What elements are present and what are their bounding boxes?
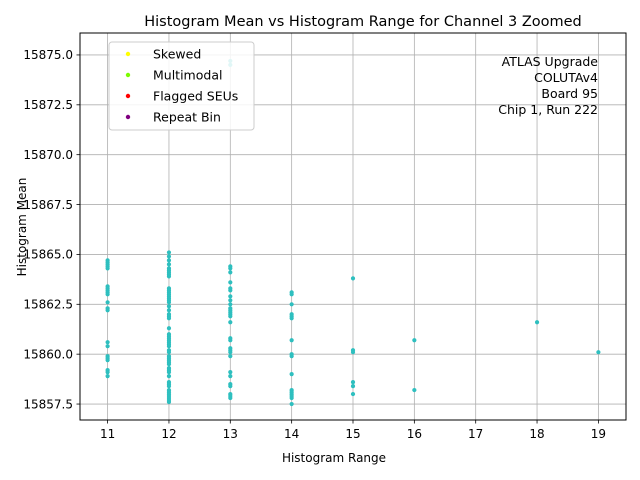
data-point [166, 300, 172, 305]
data-point [105, 358, 110, 363]
data-point [350, 379, 356, 385]
y-tick-label: 15862.5 [23, 298, 73, 312]
run-annotation: ATLAS Upgrade COLUTAv4 Board 95 Chip 1, … [498, 54, 598, 117]
data-point [228, 314, 233, 319]
data-point [289, 316, 294, 321]
data-point [412, 338, 417, 343]
x-tick-label: 17 [468, 427, 483, 441]
x-tick-label: 12 [161, 427, 176, 441]
data-point [289, 302, 294, 307]
data-point [350, 391, 356, 397]
legend-marker-flagged-seus [125, 93, 131, 99]
legend: Skewed Multimodal Flagged SEUs Repeat Bi… [108, 41, 255, 131]
annotation-line: ATLAS Upgrade [502, 54, 599, 69]
data-point [228, 350, 233, 355]
data-point [105, 292, 110, 297]
data-point [105, 344, 110, 349]
data-point [166, 274, 172, 279]
y-tick-label: 15865.0 [23, 248, 73, 262]
data-point [350, 276, 356, 281]
data-point [228, 354, 233, 359]
data-point [166, 262, 172, 267]
data-point [166, 254, 172, 259]
data-point [166, 326, 172, 331]
annotation-line: Chip 1, Run 222 [498, 102, 598, 117]
y-axis-label: Histogram Mean [15, 178, 29, 277]
x-tick-label: 14 [284, 427, 299, 441]
x-tick-label: 18 [529, 427, 544, 441]
data-point [350, 383, 356, 389]
data-point [228, 280, 233, 285]
data-point [228, 302, 233, 307]
data-point [289, 395, 294, 401]
data-point [166, 304, 172, 309]
data-point [228, 270, 233, 275]
data-point [166, 344, 172, 349]
data-point [166, 383, 172, 389]
y-tick-label: 15867.5 [23, 198, 73, 212]
y-tick-label: 15857.5 [23, 397, 73, 411]
data-point [228, 370, 233, 375]
legend-label-skewed: Skewed [153, 47, 201, 62]
data-point [105, 266, 110, 271]
data-point [596, 350, 601, 355]
data-point [228, 266, 233, 271]
data-point [166, 258, 172, 263]
legend-label-multimodal: Multimodal [153, 68, 222, 83]
x-tick-label: 19 [591, 427, 606, 441]
annotation-line: COLUTAv4 [534, 70, 598, 85]
data-point [289, 354, 294, 359]
data-point [228, 395, 233, 401]
legend-marker-repeat-bin [125, 114, 131, 120]
data-point [166, 308, 172, 313]
x-axis-label: Histogram Range [282, 451, 386, 465]
legend-box [108, 41, 255, 131]
x-tick-label: 16 [407, 427, 422, 441]
x-tick-label: 15 [345, 427, 360, 441]
y-tick-label: 15875.0 [23, 48, 73, 62]
data-point [166, 316, 172, 321]
data-point [228, 298, 233, 303]
data-point [105, 308, 110, 313]
data-point [166, 250, 172, 255]
data-point [228, 320, 233, 325]
data-points [105, 58, 601, 407]
data-point [105, 340, 110, 345]
data-point [166, 362, 172, 367]
data-point [228, 383, 233, 389]
x-tick-label: 13 [223, 427, 238, 441]
data-point [289, 338, 294, 343]
data-point [289, 401, 294, 407]
data-point [228, 374, 233, 379]
annotation-line: Board 95 [541, 86, 598, 101]
data-point [412, 387, 417, 393]
legend-marker-multimodal [125, 72, 131, 78]
data-point [350, 350, 356, 355]
data-point [289, 292, 294, 297]
data-point [105, 374, 110, 379]
data-point [105, 300, 110, 305]
data-point [534, 320, 540, 325]
data-point [289, 372, 294, 377]
data-point [166, 370, 172, 375]
data-point [166, 399, 172, 405]
y-tick-label: 15860.0 [23, 347, 73, 361]
data-point [105, 370, 110, 375]
legend-label-flagged-seus: Flagged SEUs [153, 89, 238, 104]
data-point [228, 338, 233, 343]
data-point [228, 294, 233, 299]
legend-label-repeat-bin: Repeat Bin [153, 110, 221, 125]
chart-title: Histogram Mean vs Histogram Range for Ch… [144, 14, 582, 30]
data-point [166, 374, 172, 379]
legend-marker-skewed [125, 51, 131, 57]
x-tick-label: 11 [100, 427, 115, 441]
y-tick-label: 15870.0 [23, 148, 73, 162]
data-point [166, 350, 172, 355]
y-tick-label: 15872.5 [23, 98, 73, 112]
x-axis-ticks: 11 12 13 14 15 16 17 18 19 [100, 420, 606, 441]
y-axis-ticks: 15857.5 15860.0 15862.5 15865.0 15867.5 15870… [23, 48, 80, 411]
data-point [228, 288, 233, 293]
